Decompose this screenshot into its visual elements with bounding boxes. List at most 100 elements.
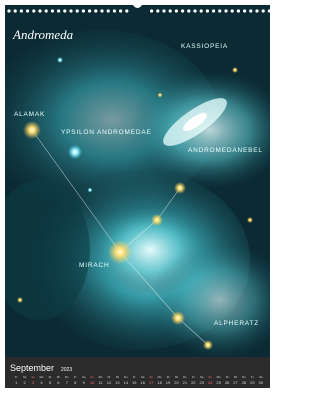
binding-hole [249,9,252,12]
day-number: 17 [149,380,154,385]
day-number: 29 [250,380,255,385]
binding-hole [156,9,159,12]
binding-hole [119,9,122,12]
binding-hole [45,9,48,12]
weekday: Fr [15,375,18,379]
star-label: ALPHERATZ [214,320,259,327]
binding-hole [212,9,215,12]
weekday: Mo [40,375,44,379]
weekday: Sa [82,375,86,379]
weekday: So [208,375,212,379]
nebula-image: Andromeda KASSIOPEIA ALAMAK YPSILON ANDR… [0,5,275,360]
binding-hole [262,9,265,12]
weekday: Sa [200,375,204,379]
day-number: 10 [90,380,95,385]
binding-hole [231,9,234,12]
binding-hole [113,9,116,12]
weekday: Mo [217,375,221,379]
binding-hole [107,9,110,12]
day-number: 16 [140,380,145,385]
binding-hole [206,9,209,12]
day-number: 27 [233,380,238,385]
binding-hole [20,9,23,12]
binding-hole [187,9,190,12]
binding-hole [63,9,66,12]
binding-hole [57,9,60,12]
weekday: Fr [74,375,77,379]
binding-hole [218,9,221,12]
weekday: Fr [251,375,254,379]
binding-hole [169,9,172,12]
day-number: 25 [216,380,221,385]
weekday: Sa [141,375,145,379]
star-label: KASSIOPEIA [181,43,228,50]
star-label: ANDROMEDANEBEL [188,147,263,154]
binding-hole [200,9,203,12]
weekday: Do [183,375,187,379]
weekday: Do [65,375,69,379]
binding-hole [243,9,246,12]
star-label: ALAMAK [14,111,45,118]
binding-hole [82,9,85,12]
binding-hole [100,9,103,12]
day-number: 28 [242,380,247,385]
day-number: 15 [132,380,137,385]
day-number: 19 [166,380,171,385]
calendar-page: Andromeda KASSIOPEIA ALAMAK YPSILON ANDR… [0,0,275,388]
binding-hole [69,9,72,12]
weekday: Di [108,375,111,379]
weekday: So [149,375,153,379]
day-number: 22 [191,380,196,385]
binding-hole [193,9,196,12]
weekday: Mo [158,375,162,379]
binding-hole [162,9,165,12]
weekday: Mi [234,375,237,379]
day-number: 30 [259,380,264,385]
weekday: So [90,375,94,379]
year: 2023 [61,367,72,373]
binding-hole [237,9,240,12]
binding-hole [94,9,97,12]
weekday: Di [49,375,52,379]
weekday: Sa [259,375,263,379]
poster-title: Andromeda [12,27,74,42]
weekday: Fr [133,375,136,379]
weekday: Do [124,375,128,379]
day-number: 12 [107,380,112,385]
binding-hole [32,9,35,12]
day-number: 20 [174,380,179,385]
day-number: 21 [183,380,188,385]
star-label: YPSILON ANDROMEDAE [61,129,152,136]
day-number: 13 [115,380,120,385]
star-label: MIRACH [79,262,109,269]
binding-hole [26,9,29,12]
binding-hole [88,9,91,12]
binding-hole [7,9,10,12]
binding-hole [175,9,178,12]
binding-hole [14,9,17,12]
weekday: Mo [99,375,103,379]
binding-hole [76,9,79,12]
weekday: Mi [57,375,60,379]
weekday: Do [242,375,246,379]
binding-hole [150,9,153,12]
day-number: 24 [208,380,213,385]
day-number: 23 [200,380,205,385]
weekday: Fr [192,375,195,379]
binding-hole [224,9,227,12]
weekday: Mi [116,375,119,379]
weekday: So [31,375,35,379]
weekday: Di [226,375,229,379]
binding-hole [38,9,41,12]
day-number: 26 [225,380,230,385]
day-number: 18 [157,380,162,385]
binding-hole [125,9,128,12]
binding-hole [51,9,54,12]
weekday: Mi [175,375,178,379]
day-number: 14 [124,380,129,385]
binding-hole [255,9,258,12]
binding-hole [268,9,271,12]
binding-hole [181,9,184,12]
month-name: September [10,363,54,373]
weekday: Sa [23,375,27,379]
